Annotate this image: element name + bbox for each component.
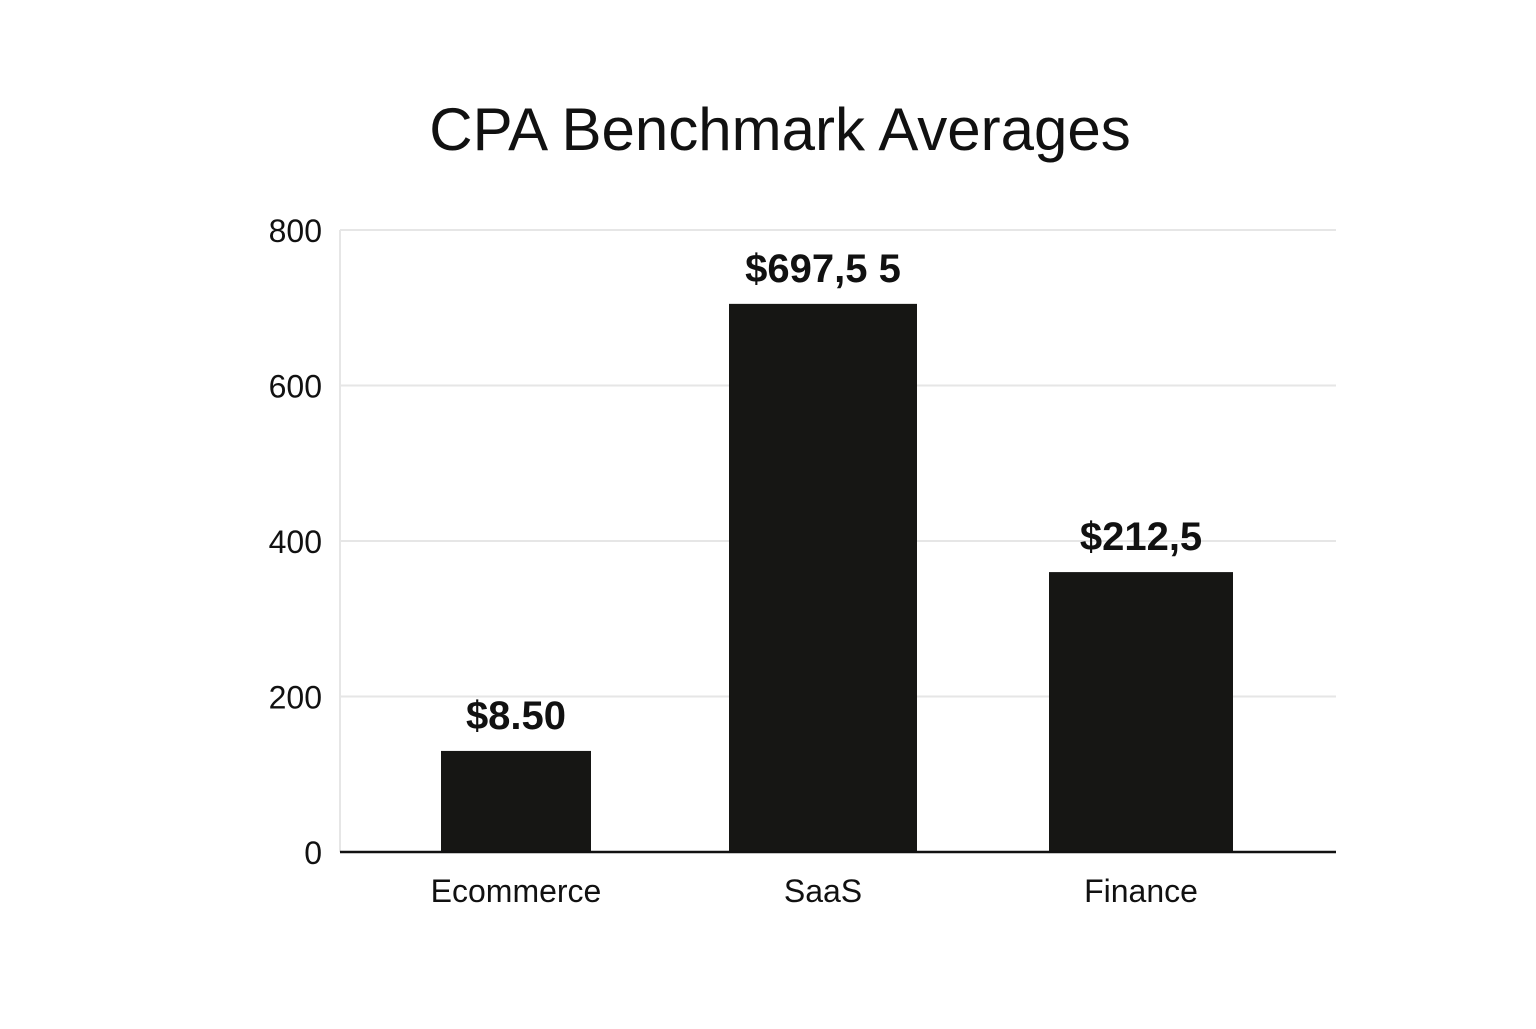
y-tick-label-200: 200 (269, 680, 322, 716)
y-tick-label-600: 600 (269, 369, 322, 405)
data-label-finance: $212,5 (1080, 515, 1202, 559)
data-label-saas: $697,5 5 (745, 247, 901, 291)
bar-finance (1049, 572, 1233, 852)
y-axis: 0 200 400 600 800 (269, 213, 341, 871)
bar-ecommerce (441, 750, 591, 852)
data-label-ecommerce: $8.50 (466, 694, 566, 738)
bars-layer (441, 303, 1233, 852)
x-tick-label-finance: Finance (1084, 873, 1198, 909)
data-labels-layer: $8.50 $697,5 5 $212,5 (466, 247, 1202, 738)
x-tick-label-ecommerce: Ecommerce (431, 873, 602, 909)
bar-saas (729, 303, 917, 852)
y-tick-label-400: 400 (269, 524, 322, 560)
x-tick-label-saas: SaaS (784, 873, 862, 909)
x-axis: Ecommerce SaaS Finance (340, 850, 1336, 909)
chart-title: CPA Benchmark Averages (429, 96, 1130, 163)
y-tick-label-0: 0 (304, 835, 322, 871)
y-tick-label-800: 800 (269, 213, 322, 249)
